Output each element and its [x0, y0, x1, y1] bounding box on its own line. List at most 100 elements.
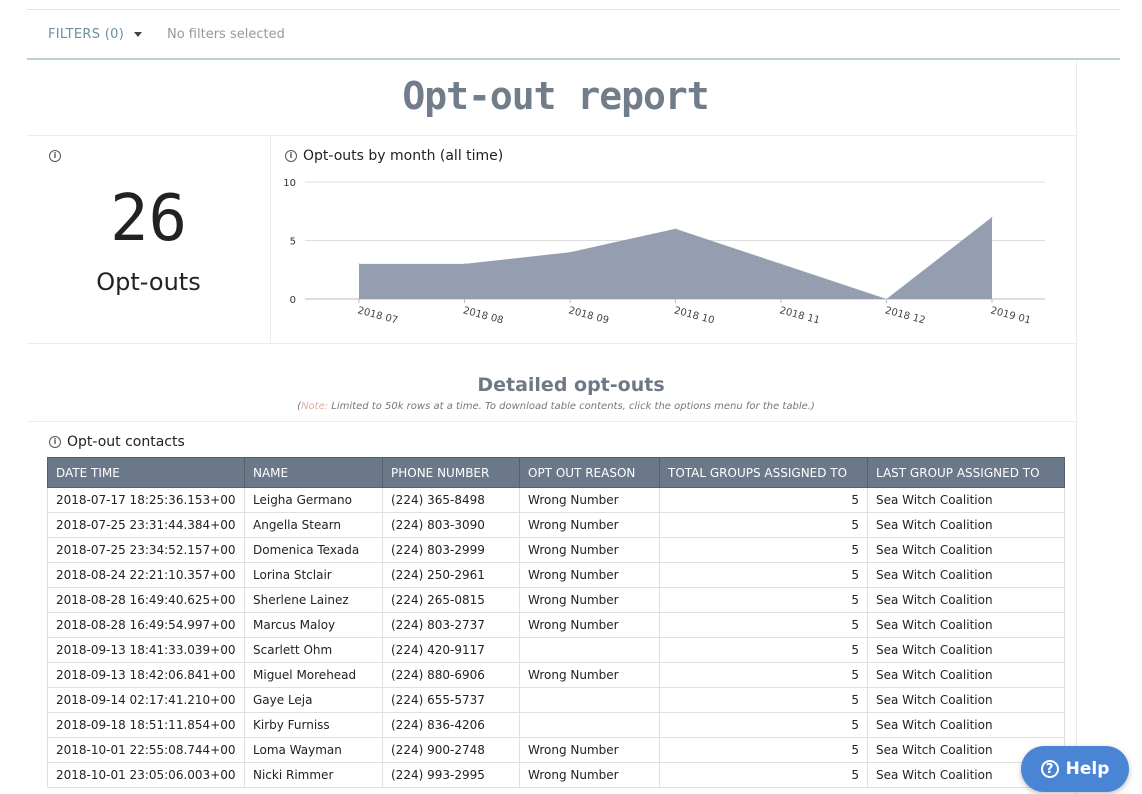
table-cell: Marcus Maloy — [244, 612, 383, 638]
opt-out-contacts-table: DATE TIME NAME PHONE NUMBER OPT OUT REASON T… — [47, 457, 1065, 788]
divider — [27, 343, 1076, 344]
table-row: 2018-09-14 02:17:41.210+00 Gaye Leja (224)… — [47, 687, 1065, 713]
table-row: 2018-07-17 18:25:36.153+00 Leigha Germano… — [47, 487, 1065, 513]
table-cell: 5 — [659, 762, 868, 788]
table-cell: 5 — [659, 562, 868, 588]
table-cell: 5 — [659, 662, 868, 688]
table-cell: 2018-07-17 18:25:36.153+00 — [47, 487, 245, 513]
filter-status-text: No filters selected — [167, 27, 285, 42]
table-cell: 5 — [659, 637, 868, 663]
column-header[interactable]: DATE TIME — [47, 457, 245, 488]
chart-title: i Opt-outs by month (all time) — [285, 148, 503, 164]
table-cell: 2018-10-01 23:05:06.003+00 — [47, 762, 245, 788]
filter-bar: FILTERS (0) No filters selected — [27, 10, 1120, 60]
x-tick-label: 2018 10 — [673, 305, 716, 326]
table-cell: 5 — [659, 737, 868, 763]
table-cell: Wrong Number — [519, 537, 660, 563]
column-header[interactable]: TOTAL GROUPS ASSIGNED TO — [659, 457, 868, 488]
table-cell: 2018-09-18 18:51:11.854+00 — [47, 712, 245, 738]
top-divider — [27, 9, 1120, 10]
table-cell: (224) 803-2737 — [382, 612, 520, 638]
column-header[interactable]: NAME — [244, 457, 383, 488]
table-cell: (224) 803-2999 — [382, 537, 520, 563]
data-point — [358, 263, 360, 265]
table-cell: Sea Witch Coalition — [867, 537, 1065, 563]
x-tick-label: 2018 09 — [567, 305, 610, 326]
table-cell: Sea Witch Coalition — [867, 662, 1065, 688]
table-header-row: DATE TIME NAME PHONE NUMBER OPT OUT REASON T… — [47, 457, 1065, 488]
column-header[interactable]: PHONE NUMBER — [382, 457, 520, 488]
table-cell: Sea Witch Coalition — [867, 512, 1065, 538]
column-header[interactable]: OPT OUT REASON — [519, 457, 660, 488]
note-open: ( — [297, 401, 302, 412]
section-title: Detailed opt-outs — [477, 374, 665, 396]
table-cell: 2018-10-01 22:55:08.744+00 — [47, 737, 245, 763]
x-tick-label: 2018 07 — [356, 305, 399, 326]
table-cell: 5 — [659, 587, 868, 613]
table-cell: Sea Witch Coalition — [867, 587, 1065, 613]
table-cell: 2018-09-13 18:42:06.841+00 — [47, 662, 245, 688]
filters-dropdown-button[interactable]: FILTERS (0) — [48, 27, 143, 42]
page-title: Opt-out report — [402, 74, 709, 118]
x-tick-label: 2018 11 — [778, 305, 821, 326]
note-label: Note: — [301, 401, 329, 412]
table-cell: Domenica Texada — [244, 537, 383, 563]
filters-label: FILTERS — [48, 27, 101, 42]
table-cell: Kirby Furniss — [244, 712, 383, 738]
table-cell: Sea Witch Coalition — [867, 712, 1065, 738]
table-cell: 5 — [659, 537, 868, 563]
table-note: (Note: Limited to 50k rows at a time. To… — [0, 401, 1112, 412]
table-cell — [519, 687, 660, 713]
table-row: 2018-09-13 18:41:33.039+00 Scarlett Ohm (2… — [47, 637, 1065, 663]
note-text: Limited to 50k rows at a time. To downlo… — [328, 401, 815, 412]
table-cell: 5 — [659, 712, 868, 738]
table-cell: (224) 265-0815 — [382, 587, 520, 613]
table-row: 2018-07-25 23:31:44.384+00 Angella Stearn… — [47, 512, 1065, 538]
help-button[interactable]: ? Help — [1021, 746, 1129, 792]
help-label: Help — [1065, 759, 1110, 779]
table-cell: Sea Witch Coalition — [867, 612, 1065, 638]
info-icon[interactable]: i — [49, 436, 61, 448]
table-cell — [519, 712, 660, 738]
x-tick-label: 2018 12 — [884, 305, 927, 326]
table-cell: 2018-08-28 16:49:40.625+00 — [47, 587, 245, 613]
table-row: 2018-09-13 18:42:06.841+00 Miguel Morehea… — [47, 662, 1065, 688]
table-cell: 2018-07-25 23:34:52.157+00 — [47, 537, 245, 563]
table-cell: Sea Witch Coalition — [867, 637, 1065, 663]
data-point — [991, 216, 993, 218]
y-tick-label: 0 — [290, 295, 296, 306]
table-cell: Miguel Morehead — [244, 662, 383, 688]
table-row: 2018-10-01 22:55:08.744+00 Loma Wayman (22… — [47, 737, 1065, 763]
column-header[interactable]: LAST GROUP ASSIGNED TO — [867, 457, 1065, 488]
table-cell: Leigha Germano — [244, 487, 383, 513]
table-cell: (224) 803-3090 — [382, 512, 520, 538]
table-row: 2018-08-28 16:49:40.625+00 Sherlene Laine… — [47, 587, 1065, 613]
kpi-label: Opt-outs — [96, 268, 201, 296]
table-cell: Sea Witch Coalition — [867, 562, 1065, 588]
table-cell: (224) 250-2961 — [382, 562, 520, 588]
table-cell: Sea Witch Coalition — [867, 687, 1065, 713]
table-cell: Angella Stearn — [244, 512, 383, 538]
table-cell: (224) 365-8498 — [382, 487, 520, 513]
data-point — [675, 228, 676, 230]
table-cell: Wrong Number — [519, 662, 660, 688]
opt-outs-by-month-chart: 0 5 10 2018 07 2018 08 2018 09 2018 10 2018 11 2… — [283, 178, 1045, 327]
info-icon[interactable]: i — [49, 150, 61, 162]
table-cell: (224) 993-2995 — [382, 762, 520, 788]
table-cell: Lorina Stclair — [244, 562, 383, 588]
kpi-value: 26 — [109, 182, 188, 256]
info-icon[interactable]: i — [285, 150, 297, 162]
table-cell: Wrong Number — [519, 512, 660, 538]
y-tick-label: 10 — [283, 178, 296, 189]
x-tick-label: 2019 01 — [989, 305, 1032, 326]
x-tick-label: 2018 08 — [462, 305, 505, 326]
y-tick-label: 5 — [290, 237, 296, 248]
table-cell: (224) 836-4206 — [382, 712, 520, 738]
divider — [27, 135, 1076, 136]
table-cell: Gaye Leja — [244, 687, 383, 713]
table-row: 2018-08-28 16:49:54.997+00 Marcus Maloy (2… — [47, 612, 1065, 638]
table-row: 2018-07-25 23:34:52.157+00 Domenica Texad… — [47, 537, 1065, 563]
table-cell: 2018-07-25 23:31:44.384+00 — [47, 512, 245, 538]
table-cell: 2018-09-14 02:17:41.210+00 — [47, 687, 245, 713]
table-cell: 5 — [659, 512, 868, 538]
